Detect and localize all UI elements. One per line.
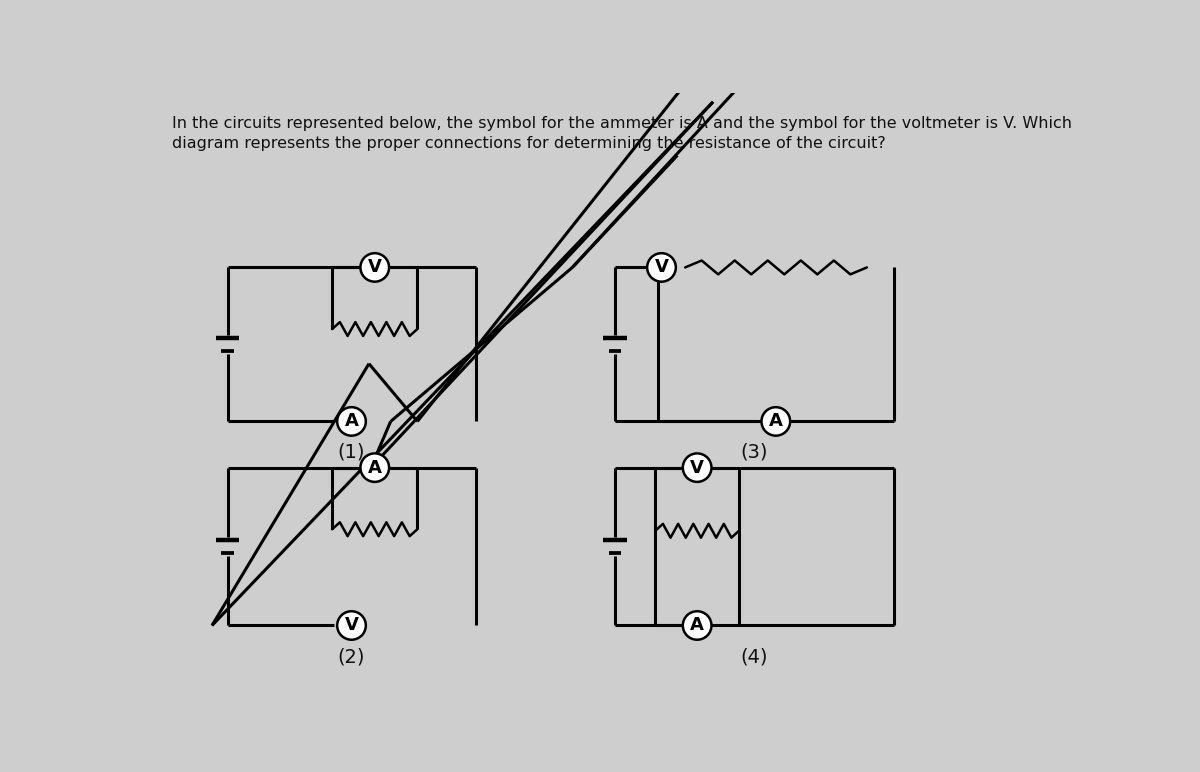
Text: (1): (1): [337, 443, 365, 462]
Circle shape: [360, 453, 389, 482]
Circle shape: [360, 253, 389, 282]
Text: (2): (2): [337, 647, 365, 666]
Text: V: V: [654, 259, 668, 276]
Text: A: A: [690, 617, 704, 635]
Text: V: V: [368, 259, 382, 276]
Text: A: A: [368, 459, 382, 476]
Circle shape: [647, 253, 676, 282]
Text: (4): (4): [740, 647, 768, 666]
Circle shape: [683, 611, 712, 640]
Text: V: V: [344, 617, 359, 635]
Text: A: A: [769, 412, 782, 431]
Circle shape: [762, 407, 790, 435]
Circle shape: [337, 407, 366, 435]
Text: A: A: [344, 412, 359, 431]
Circle shape: [337, 611, 366, 640]
Text: V: V: [690, 459, 704, 476]
Circle shape: [683, 453, 712, 482]
Text: (3): (3): [740, 443, 768, 462]
Text: In the circuits represented below, the symbol for the ammeter is A and the symbo: In the circuits represented below, the s…: [172, 116, 1072, 151]
